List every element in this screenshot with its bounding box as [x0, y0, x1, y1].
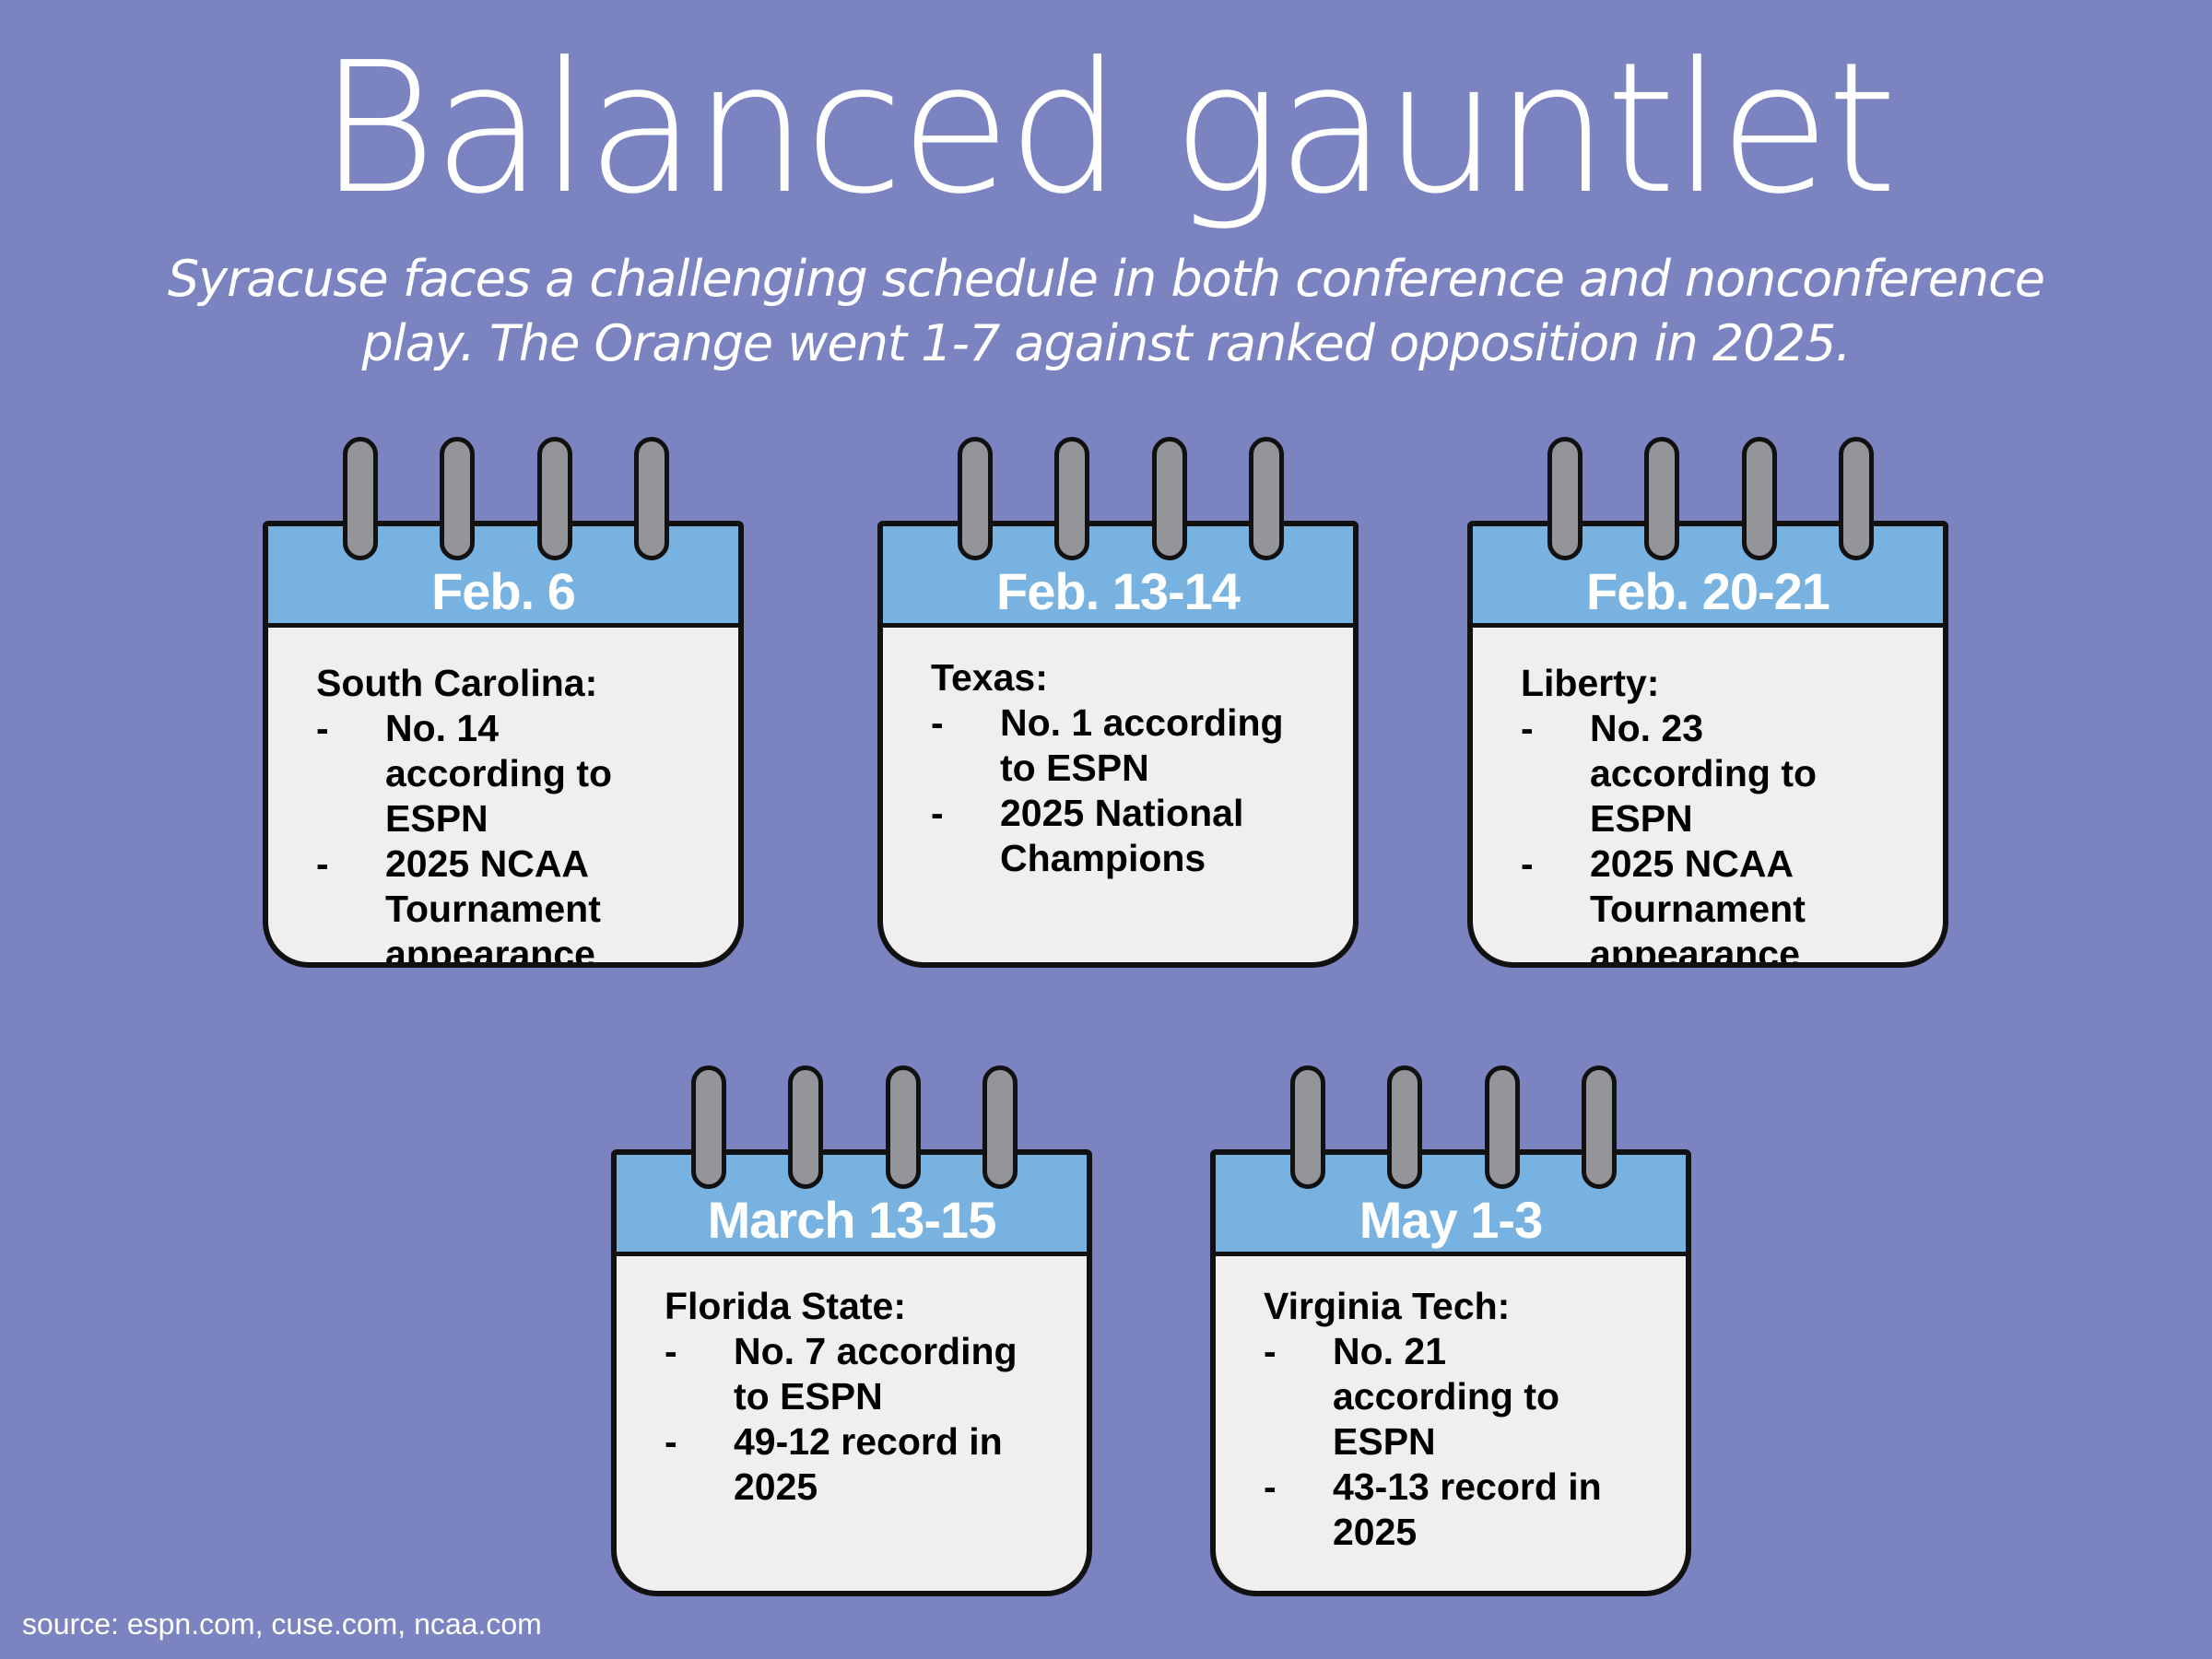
bullet-dash: -	[665, 1420, 677, 1463]
calendar-page: March 13-15 Florida State: - No. 7 accord…	[611, 1149, 1092, 1596]
list-item: - 43-13 record in 2025	[1264, 1465, 1677, 1555]
ring-icon	[1644, 437, 1679, 560]
item-text: 2025 National Champions	[1000, 792, 1244, 879]
item-text: No. 23 according to ESPN	[1590, 707, 1818, 840]
calendar-card: Feb. 6 South Carolina: - No. 14 according…	[263, 437, 744, 968]
calendar-card: Feb. 13-14 Texas: - No. 1 according to ES…	[877, 437, 1359, 968]
calendar-body: South Carolina: - No. 14 according to ESP…	[316, 661, 729, 968]
list-item: - 2025 National Champions	[931, 791, 1344, 881]
ring-icon	[1249, 437, 1284, 560]
date-label: May 1-3	[1359, 1191, 1543, 1249]
date-label: March 13-15	[707, 1191, 997, 1249]
calendar-card: May 1-3 Virginia Tech: - No. 21 according…	[1210, 1065, 1691, 1596]
ring-icon	[1152, 437, 1187, 560]
calendar-body: Texas: - No. 1 according to ESPN - 2025 Nat…	[931, 655, 1344, 881]
opponent-name: Liberty:	[1521, 662, 1660, 704]
opponent-name: South Carolina:	[316, 662, 598, 704]
bullet-dash: -	[316, 707, 329, 749]
calendar-rings	[877, 437, 1359, 566]
ring-icon	[788, 1065, 823, 1189]
list-item: - No. 14 according to ESPN	[316, 706, 729, 841]
ring-icon	[886, 1065, 921, 1189]
bullet-dash: -	[1264, 1465, 1277, 1508]
bullet-dash: -	[316, 842, 329, 885]
ring-icon	[634, 437, 669, 560]
subtitle-line: play. The Orange went 1-7 against ranked…	[361, 314, 1851, 372]
calendar-page: Feb. 6 South Carolina: - No. 14 according…	[263, 521, 744, 968]
ring-icon	[1290, 1065, 1325, 1189]
date-label: Feb. 20-21	[1586, 562, 1830, 620]
bullet-dash: -	[665, 1330, 677, 1372]
item-text: No. 7 according to ESPN	[734, 1330, 1018, 1418]
opponent-name: Texas:	[931, 656, 1048, 699]
date-label: Feb. 6	[431, 562, 576, 620]
calendar-rings	[1210, 1065, 1691, 1194]
item-text: No. 21 according to ESPN	[1333, 1330, 1560, 1463]
subtitle-line: Syracuse faces a challenging schedule in…	[167, 250, 2045, 308]
bullet-dash: -	[931, 701, 944, 744]
list-item: - 49-12 record in 2025	[665, 1419, 1077, 1510]
calendar-body: Florida State: - No. 7 according to ESPN -…	[665, 1284, 1077, 1510]
source-note: source: espn.com, cuse.com, ncaa.com	[22, 1607, 542, 1641]
calendar-page: Feb. 20-21 Liberty: - No. 23 according to…	[1467, 521, 1948, 968]
calendar-card: Feb. 20-21 Liberty: - No. 23 according to…	[1467, 437, 1948, 968]
calendar-page: Feb. 13-14 Texas: - No. 1 according to ES…	[877, 521, 1359, 968]
calendar-rings	[611, 1065, 1092, 1194]
ring-icon	[440, 437, 475, 560]
list-item: - No. 7 according to ESPN	[665, 1329, 1077, 1419]
item-text: No. 14 according to ESPN	[385, 707, 613, 840]
item-text: 43-13 record in 2025	[1333, 1465, 1602, 1553]
calendar-page: May 1-3 Virginia Tech: - No. 21 according…	[1210, 1149, 1691, 1596]
item-text: 49-12 record in 2025	[734, 1420, 1003, 1508]
ring-icon	[343, 437, 378, 560]
calendar-header: Feb. 13-14	[883, 526, 1353, 628]
list-item: - 2025 NCAA Tournament appearance	[316, 841, 729, 968]
ring-icon	[1839, 437, 1874, 560]
opponent-name: Virginia Tech:	[1264, 1285, 1511, 1327]
calendar-card: March 13-15 Florida State: - No. 7 accord…	[611, 1065, 1092, 1596]
list-item: - No. 23 according to ESPN	[1521, 706, 1934, 841]
calendar-rings	[1467, 437, 1948, 566]
ring-icon	[1485, 1065, 1520, 1189]
ring-icon	[691, 1065, 726, 1189]
list-item: - No. 21 according to ESPN	[1264, 1329, 1677, 1465]
bullet-dash: -	[931, 792, 944, 834]
list-item: - No. 1 according to ESPN	[931, 700, 1344, 791]
ring-icon	[1582, 1065, 1617, 1189]
item-text: 2025 NCAA Tournament appearance	[385, 842, 601, 968]
ring-icon	[537, 437, 572, 560]
calendar-body: Virginia Tech: - No. 21 according to ESPN…	[1264, 1284, 1677, 1555]
subtitle: Syracuse faces a challenging schedule in…	[92, 247, 2120, 376]
ring-icon	[1742, 437, 1777, 560]
bullet-dash: -	[1521, 842, 1534, 885]
calendar-body: Liberty: - No. 23 according to ESPN - 2025 …	[1521, 661, 1934, 968]
ring-icon	[1387, 1065, 1422, 1189]
calendar-rings	[263, 437, 744, 566]
bullet-dash: -	[1521, 707, 1534, 749]
item-text: 2025 NCAA Tournament appearance	[1590, 842, 1806, 968]
ring-icon	[982, 1065, 1018, 1189]
ring-icon	[958, 437, 993, 560]
ring-icon	[1054, 437, 1089, 560]
bullet-dash: -	[1264, 1330, 1277, 1372]
list-item: - 2025 NCAA Tournament appearance	[1521, 841, 1934, 968]
item-text: No. 1 according to ESPN	[1000, 701, 1284, 789]
opponent-name: Florida State:	[665, 1285, 906, 1327]
ring-icon	[1547, 437, 1583, 560]
page-title: Balanced gauntlet	[318, 24, 1897, 234]
date-label: Feb. 13-14	[996, 562, 1241, 620]
